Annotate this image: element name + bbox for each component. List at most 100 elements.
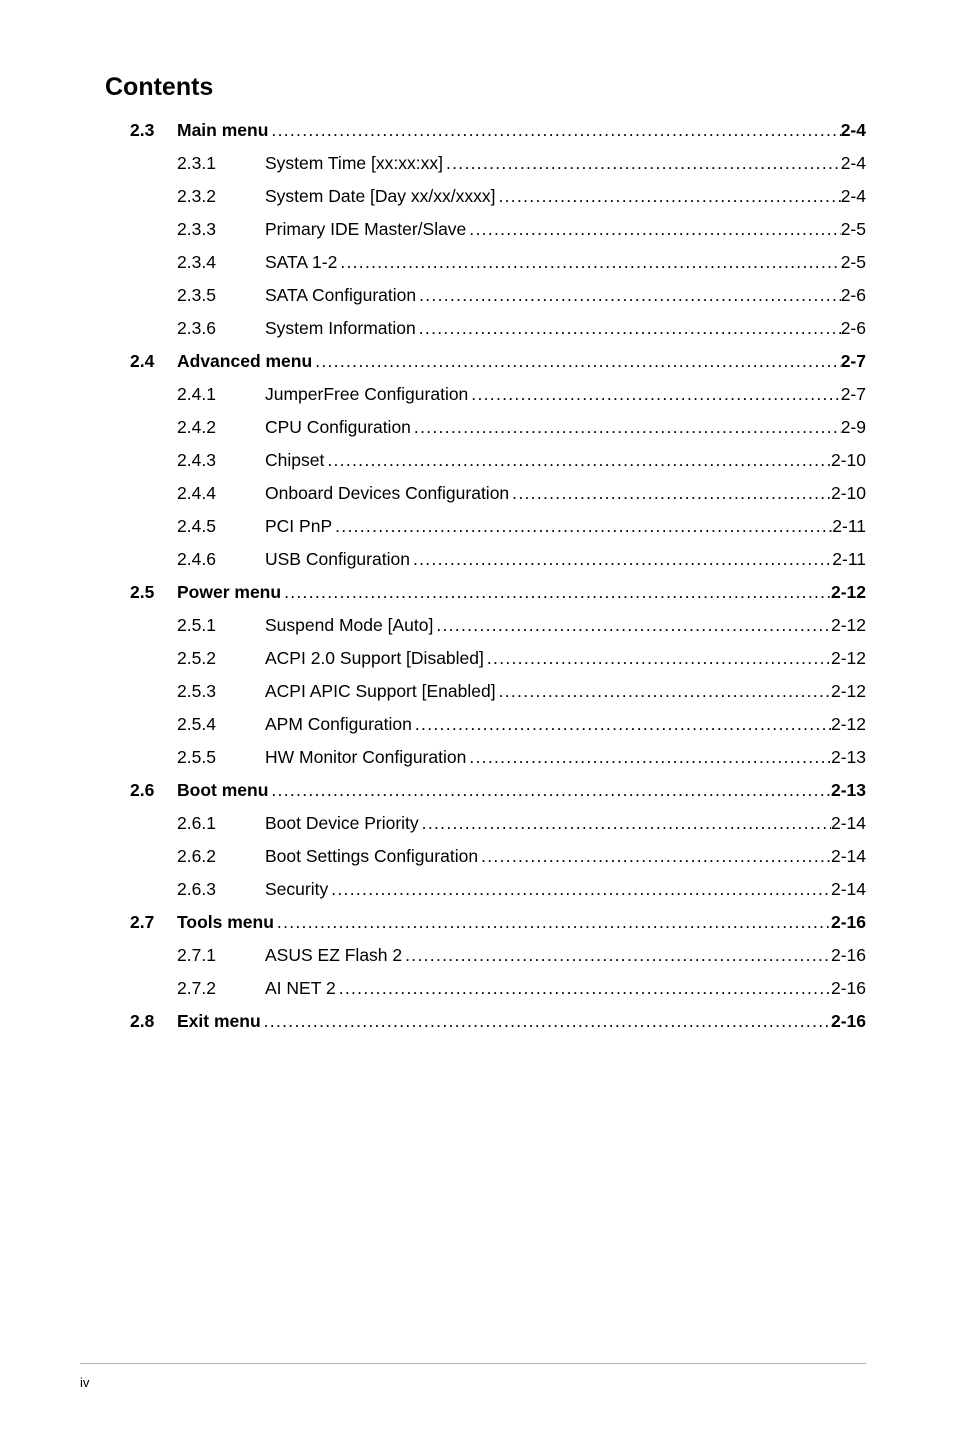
toc-leader-dots: ........................................… xyxy=(478,846,831,867)
toc-sub-title: SATA 1-2 xyxy=(265,252,337,273)
toc-leader-dots: ........................................… xyxy=(412,714,831,735)
toc-page-number: 2-16 xyxy=(831,912,866,933)
toc-sub-title: ASUS EZ Flash 2 xyxy=(265,945,402,966)
toc-page-number: 2-11 xyxy=(832,516,866,537)
toc-main-number: 2.7 xyxy=(105,912,177,933)
toc-page-number: 2-14 xyxy=(831,846,866,867)
toc-main-title: Boot menu xyxy=(177,780,268,801)
toc-leader-dots: ........................................… xyxy=(312,351,841,372)
toc-leader-dots: ........................................… xyxy=(433,615,831,636)
toc-sub-number: 2.3.5 xyxy=(105,285,265,306)
toc-page-number: 2-12 xyxy=(831,582,866,603)
toc-sub-row: 2.4.2CPU Configuration .................… xyxy=(105,417,866,438)
toc-page-number: 2-9 xyxy=(841,417,866,438)
toc-main-row: 2.4Advanced menu .......................… xyxy=(105,351,866,372)
toc-leader-dots: ........................................… xyxy=(332,516,832,537)
toc-sub-number: 2.6.2 xyxy=(105,846,265,867)
toc-sub-number: 2.6.3 xyxy=(105,879,265,900)
toc-leader-dots: ........................................… xyxy=(484,648,831,669)
toc-leader-dots: ........................................… xyxy=(496,681,831,702)
toc-sub-row: 2.3.4SATA 1-2 ..........................… xyxy=(105,252,866,273)
toc-leader-dots: ........................................… xyxy=(261,1011,831,1032)
toc-leader-dots: ........................................… xyxy=(411,417,841,438)
toc-sub-number: 2.4.1 xyxy=(105,384,265,405)
toc-main-row: 2.5Power menu ..........................… xyxy=(105,582,866,603)
toc-main-title: Exit menu xyxy=(177,1011,261,1032)
toc-leader-dots: ........................................… xyxy=(324,450,831,471)
toc-sub-row: 2.4.4Onboard Devices Configuration .....… xyxy=(105,483,866,504)
toc-main-row: 2.7Tools menu ..........................… xyxy=(105,912,866,933)
toc-leader-dots: ........................................… xyxy=(443,153,841,174)
toc-main-number: 2.5 xyxy=(105,582,177,603)
toc-page-number: 2-16 xyxy=(831,978,866,999)
toc-sub-row: 2.3.3Primary IDE Master/Slave ..........… xyxy=(105,219,866,240)
toc-main-title: Power menu xyxy=(177,582,281,603)
toc-main-title: Tools menu xyxy=(177,912,274,933)
toc-sub-title: CPU Configuration xyxy=(265,417,411,438)
toc-sub-title: Primary IDE Master/Slave xyxy=(265,219,466,240)
toc-page-number: 2-16 xyxy=(831,1011,866,1032)
toc-sub-row: 2.7.1ASUS EZ Flash 2 ...................… xyxy=(105,945,866,966)
toc-page-number: 2-13 xyxy=(831,747,866,768)
toc-page-number: 2-7 xyxy=(841,384,866,405)
toc-sub-row: 2.6.2Boot Settings Configuration .......… xyxy=(105,846,866,867)
toc-sub-title: Boot Settings Configuration xyxy=(265,846,478,867)
toc-main-row: 2.3Main menu ...........................… xyxy=(105,120,866,141)
toc-sub-number: 2.7.1 xyxy=(105,945,265,966)
toc-sub-row: 2.6.1Boot Device Priority ..............… xyxy=(105,813,866,834)
toc-sub-row: 2.5.2ACPI 2.0 Support [Disabled] .......… xyxy=(105,648,866,669)
toc-sub-row: 2.3.2System Date [Day xx/xx/xxxx] ......… xyxy=(105,186,866,207)
toc-main-number: 2.3 xyxy=(105,120,177,141)
toc-leader-dots: ........................................… xyxy=(281,582,831,603)
toc-page-number: 2-10 xyxy=(831,450,866,471)
toc-sub-number: 2.3.1 xyxy=(105,153,265,174)
toc-page-number: 2-12 xyxy=(831,714,866,735)
toc-leader-dots: ........................................… xyxy=(328,879,831,900)
toc-leader-dots: ........................................… xyxy=(402,945,831,966)
toc-page-number: 2-4 xyxy=(841,153,866,174)
toc-sub-title: AI NET 2 xyxy=(265,978,336,999)
toc-page-number: 2-6 xyxy=(841,285,866,306)
toc-page-number: 2-4 xyxy=(841,186,866,207)
toc-sub-number: 2.5.5 xyxy=(105,747,265,768)
toc-sub-number: 2.4.2 xyxy=(105,417,265,438)
toc-main-row: 2.8Exit menu ...........................… xyxy=(105,1011,866,1032)
toc-sub-number: 2.4.3 xyxy=(105,450,265,471)
toc-sub-title: Security xyxy=(265,879,328,900)
toc-sub-row: 2.4.6USB Configuration .................… xyxy=(105,549,866,570)
toc-sub-title: System Date [Day xx/xx/xxxx] xyxy=(265,186,495,207)
toc-sub-title: ACPI 2.0 Support [Disabled] xyxy=(265,648,484,669)
toc-sub-row: 2.4.5PCI PnP ...........................… xyxy=(105,516,866,537)
toc-sub-number: 2.3.4 xyxy=(105,252,265,273)
toc-sub-title: Onboard Devices Configuration xyxy=(265,483,509,504)
toc-sub-title: ACPI APIC Support [Enabled] xyxy=(265,681,496,702)
toc-sub-number: 2.6.1 xyxy=(105,813,265,834)
toc-leader-dots: ........................................… xyxy=(468,384,840,405)
toc-leader-dots: ........................................… xyxy=(416,318,841,339)
toc-sub-row: 2.5.4APM Configuration .................… xyxy=(105,714,866,735)
toc-sub-number: 2.5.4 xyxy=(105,714,265,735)
toc-leader-dots: ........................................… xyxy=(410,549,832,570)
toc-main-number: 2.6 xyxy=(105,780,177,801)
toc-main-number: 2.8 xyxy=(105,1011,177,1032)
toc-leader-dots: ........................................… xyxy=(416,285,841,306)
toc-sub-title: Chipset xyxy=(265,450,324,471)
toc-main-number: 2.4 xyxy=(105,351,177,372)
toc-sub-title: Boot Device Priority xyxy=(265,813,419,834)
toc-page-number: 2-16 xyxy=(831,945,866,966)
toc-sub-row: 2.5.3ACPI APIC Support [Enabled] .......… xyxy=(105,681,866,702)
toc-leader-dots: ........................................… xyxy=(268,780,831,801)
toc-sub-number: 2.3.2 xyxy=(105,186,265,207)
contents-heading: Contents xyxy=(105,73,866,102)
toc-page-number: 2-14 xyxy=(831,813,866,834)
footer-divider xyxy=(80,1363,866,1364)
toc-main-title: Advanced menu xyxy=(177,351,312,372)
toc-sub-title: PCI PnP xyxy=(265,516,332,537)
toc-page-number: 2-11 xyxy=(832,549,866,570)
toc-sub-number: 2.4.4 xyxy=(105,483,265,504)
toc-sub-row: 2.6.3Security ..........................… xyxy=(105,879,866,900)
toc-sub-title: System Information xyxy=(265,318,416,339)
toc-leader-dots: ........................................… xyxy=(337,252,840,273)
toc-sub-number: 2.4.5 xyxy=(105,516,265,537)
toc-sub-number: 2.5.1 xyxy=(105,615,265,636)
